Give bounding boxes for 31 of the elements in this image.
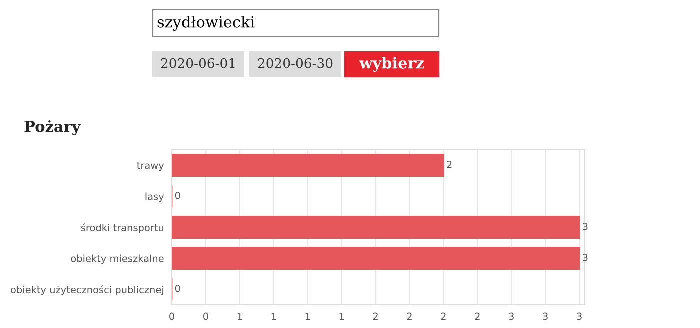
- text: 2020-06-30: [258, 58, 333, 68]
- data-label: 0: [175, 192, 180, 200]
- y-tick-label: środki transportu: [81, 224, 164, 234]
- x-tick-label: 3: [543, 312, 548, 320]
- text: szydłowiecki: [158, 16, 255, 31]
- data-label: 3: [583, 254, 588, 262]
- x-tick-label: 2: [475, 312, 480, 320]
- y-tick-label: obiekty użyteczności publicznej: [11, 286, 164, 296]
- x-tick-label: 1: [340, 312, 344, 320]
- bar: [172, 154, 444, 178]
- data-label: 3: [583, 222, 588, 230]
- x-tick-label: 1: [272, 312, 276, 320]
- text: wybierz: [359, 57, 424, 72]
- text: 2020-06-01: [161, 58, 235, 68]
- x-tick-label: 2: [407, 312, 412, 320]
- x-tick-label: 0: [204, 312, 208, 320]
- y-tick-label: lasy: [146, 192, 164, 202]
- y-tick-label: trawy: [137, 162, 164, 172]
- x-tick-label: 1: [306, 312, 310, 320]
- x-tick-label: 1: [238, 312, 242, 320]
- y-tick-label: obiekty mieszkalne: [71, 254, 164, 264]
- bar: [172, 216, 580, 240]
- chart-title: Pożary: [24, 120, 82, 136]
- bar: [172, 246, 580, 270]
- x-tick-label: 2: [373, 312, 378, 320]
- data-label: 2: [447, 160, 452, 168]
- data-label: 0: [175, 284, 180, 292]
- x-tick-label: 0: [170, 312, 174, 320]
- x-tick-label: 3: [509, 312, 514, 320]
- x-tick-label: 2: [441, 312, 446, 320]
- x-tick-label: 3: [577, 312, 582, 320]
